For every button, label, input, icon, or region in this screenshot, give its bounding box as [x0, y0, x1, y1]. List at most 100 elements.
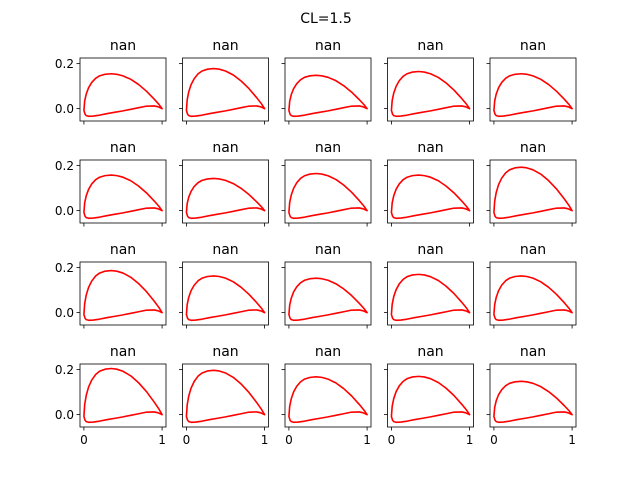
- airfoil-curve: [288, 376, 368, 424]
- subplot: nan: [179, 38, 269, 125]
- subplot-title: nan: [212, 140, 238, 156]
- x-tick-label: 0: [490, 433, 498, 447]
- subplot-title: nan: [315, 140, 341, 156]
- axes-frame: [182, 159, 269, 224]
- axes-frame: [387, 261, 474, 326]
- y-tick-label: 0.0: [55, 306, 74, 320]
- axes-frame: [79, 57, 167, 122]
- subplot: nan 0.0 0.2: [55, 242, 167, 329]
- airfoil-curve: [288, 74, 368, 118]
- axes-frame: [489, 363, 577, 428]
- subplot: nan 0 1 0.0 0.2: [55, 344, 167, 447]
- subplot-title: nan: [417, 344, 443, 360]
- airfoil-curve: [288, 277, 368, 322]
- x-tick-label: 1: [568, 433, 576, 447]
- airfoil-curve: [83, 367, 163, 424]
- axes-frame: [489, 261, 577, 326]
- subplot: nan: [281, 242, 372, 329]
- axes-frame: [489, 159, 577, 224]
- subplot: nan: [281, 140, 372, 227]
- subplot: nan: [384, 140, 474, 227]
- figure-title: CL=1.5: [300, 11, 352, 27]
- airfoil-curve: [390, 174, 471, 220]
- axes-frame: [79, 159, 167, 224]
- subplot: nan: [179, 242, 269, 329]
- x-tick-label: 0: [285, 433, 293, 447]
- airfoil-curve: [493, 72, 573, 118]
- airfoil-curve: [185, 177, 266, 220]
- airfoil-curve: [390, 70, 471, 118]
- subplot-title: nan: [520, 38, 546, 54]
- subplot: nan: [486, 242, 577, 329]
- subplot: nan: [281, 38, 372, 125]
- airfoil-curve: [390, 273, 471, 322]
- subplot: nan 0.0 0.2: [55, 38, 167, 125]
- y-tick-label: 0.0: [55, 102, 74, 116]
- y-tick-label: 0.2: [55, 363, 74, 377]
- airfoil-curve: [185, 369, 266, 424]
- airfoil-curve: [288, 172, 368, 220]
- subplot-title: nan: [315, 242, 341, 258]
- subplot-title: nan: [315, 344, 341, 360]
- subplot-title: nan: [110, 242, 136, 258]
- x-tick-label: 0: [388, 433, 396, 447]
- airfoil-curve: [493, 166, 573, 220]
- subplot-title: nan: [110, 140, 136, 156]
- subplot: nan: [486, 38, 577, 125]
- axes-frame: [284, 57, 372, 122]
- subplot: nan: [384, 242, 474, 329]
- axes-frame: [489, 57, 577, 122]
- axes-frame: [284, 261, 372, 326]
- axes-frame: [182, 57, 269, 122]
- airfoil-curve: [493, 275, 573, 322]
- subplot-title: nan: [417, 38, 443, 54]
- x-tick-label: 0: [80, 433, 88, 447]
- subplot-title: nan: [212, 344, 238, 360]
- subplot: nan 0.0 0.2: [55, 140, 167, 227]
- axes-frame: [284, 363, 372, 428]
- subplot-title: nan: [417, 242, 443, 258]
- x-tick-label: 1: [261, 433, 269, 447]
- subplot-title: nan: [212, 242, 238, 258]
- airfoil-curve: [185, 67, 266, 118]
- subplot: nan: [486, 140, 577, 227]
- subplot-title: nan: [315, 38, 341, 54]
- axes-frame: [79, 363, 167, 428]
- subplot-title: nan: [520, 344, 546, 360]
- subplot: nan: [179, 140, 269, 227]
- airfoil-curve: [83, 174, 163, 220]
- airfoil-curve: [493, 380, 573, 424]
- subplot-title: nan: [212, 38, 238, 54]
- axes-frame: [182, 363, 269, 428]
- airfoil-curve: [185, 275, 266, 322]
- subplot-title: nan: [417, 140, 443, 156]
- axes-frame: [284, 159, 372, 224]
- subplot-title: nan: [110, 344, 136, 360]
- subplot-title: nan: [520, 242, 546, 258]
- y-tick-label: 0.2: [55, 57, 74, 71]
- axes-frame: [387, 159, 474, 224]
- subplot: nan: [384, 38, 474, 125]
- axes-frame: [182, 261, 269, 326]
- subplot-title: nan: [110, 38, 136, 54]
- subplot: nan 0 1: [281, 344, 372, 447]
- y-tick-label: 0.0: [55, 408, 74, 422]
- x-tick-label: 0: [183, 433, 191, 447]
- y-tick-label: 0.2: [55, 159, 74, 173]
- subplot-title: nan: [520, 140, 546, 156]
- y-tick-label: 0.2: [55, 261, 74, 275]
- y-tick-label: 0.0: [55, 204, 74, 218]
- subplot: nan 0 1: [486, 344, 577, 447]
- subplot: nan 0 1: [179, 344, 269, 447]
- axes-frame: [387, 57, 474, 122]
- axes-frame: [79, 261, 167, 326]
- subplot: nan 0 1: [384, 344, 474, 447]
- x-tick-label: 1: [363, 433, 371, 447]
- x-tick-label: 1: [466, 433, 474, 447]
- airfoil-curve: [390, 375, 471, 424]
- airfoil-curve: [83, 269, 163, 322]
- airfoil-curve: [83, 72, 163, 118]
- axes-frame: [387, 363, 474, 428]
